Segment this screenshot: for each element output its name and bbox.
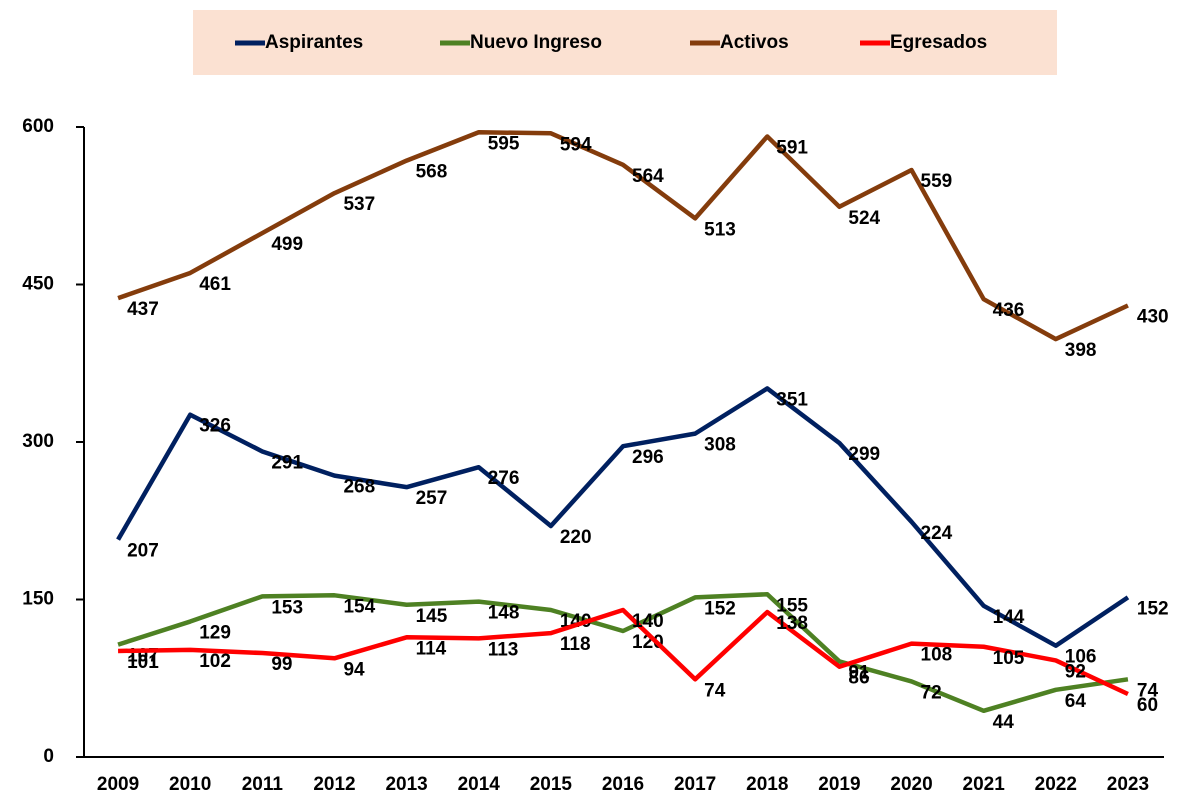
y-tick-label: 600 [22, 116, 54, 137]
data-label: 537 [343, 194, 375, 215]
legend-label: Nuevo Ingreso [470, 32, 602, 53]
data-label: 513 [704, 219, 736, 240]
data-label: 44 [993, 712, 1015, 733]
data-label: 268 [343, 477, 375, 498]
x-tick-label: 2023 [1107, 774, 1149, 795]
data-label: 308 [704, 435, 736, 456]
data-label: 398 [1065, 340, 1097, 361]
x-tick-label: 2012 [313, 774, 355, 795]
data-label: 326 [199, 416, 231, 437]
x-tick-label: 2016 [602, 774, 644, 795]
data-label: 299 [848, 444, 880, 465]
series-line [117, 592, 1129, 714]
data-label: 594 [560, 134, 592, 155]
data-label: 92 [1065, 661, 1086, 682]
data-label: 152 [704, 598, 736, 619]
data-label: 108 [921, 645, 953, 666]
x-tick-label: 2009 [97, 774, 139, 795]
x-tick-label: 2011 [242, 774, 284, 795]
data-label: 591 [776, 137, 808, 158]
data-label: 568 [416, 162, 448, 183]
data-label: 144 [993, 607, 1025, 628]
data-label: 224 [921, 523, 953, 544]
legend-label: Aspirantes [265, 32, 363, 53]
data-label: 120 [632, 632, 664, 653]
data-label: 207 [127, 541, 159, 562]
data-label: 91 [848, 662, 870, 683]
data-label: 138 [776, 613, 808, 634]
data-label: 113 [488, 639, 519, 660]
data-label: 436 [993, 300, 1025, 321]
x-tick-label: 2022 [1035, 774, 1077, 795]
x-tick-label: 2014 [458, 774, 501, 795]
data-label: 102 [199, 651, 231, 672]
data-label: 220 [560, 527, 592, 548]
data-label: 74 [704, 680, 726, 701]
y-tick-label: 0 [43, 746, 54, 767]
data-label: 148 [488, 603, 520, 624]
data-label: 129 [199, 623, 231, 644]
legend-label: Activos [720, 32, 789, 53]
data-label: 276 [488, 468, 520, 489]
x-tick-label: 2010 [169, 774, 211, 795]
data-label: 291 [271, 452, 303, 473]
data-label: 99 [271, 654, 292, 675]
data-label: 559 [921, 171, 953, 192]
data-label: 94 [343, 659, 365, 680]
x-tick-label: 2015 [530, 774, 573, 795]
y-tick-label: 300 [22, 431, 54, 452]
data-label: 437 [127, 299, 159, 320]
data-label: 153 [271, 597, 303, 618]
x-tick-label: 2017 [674, 774, 716, 795]
x-tick-label: 2018 [746, 774, 788, 795]
data-label: 64 [1065, 691, 1087, 712]
data-label: 114 [416, 638, 447, 659]
data-label: 155 [776, 595, 808, 616]
data-label: 152 [1137, 598, 1169, 619]
legend-label: Egresados [890, 32, 987, 53]
data-label: 430 [1137, 307, 1169, 328]
data-label: 140 [632, 611, 664, 632]
data-label: 72 [921, 682, 942, 703]
data-label: 86 [848, 668, 869, 689]
legend-box [193, 10, 1057, 75]
data-label: 105 [993, 648, 1025, 669]
data-label: 595 [488, 133, 520, 154]
data-label: 564 [632, 166, 664, 187]
data-label: 461 [199, 274, 231, 295]
x-tick-label: 2021 [963, 774, 1006, 795]
series-line [117, 130, 1129, 342]
data-label: 106 [1065, 647, 1097, 668]
data-label: 524 [848, 208, 880, 229]
series-line [116, 386, 1130, 648]
y-tick-label: 450 [22, 274, 54, 295]
data-label: 154 [343, 596, 375, 617]
x-tick-label: 2020 [890, 774, 932, 795]
series-line [118, 607, 1129, 697]
data-label: 351 [776, 389, 808, 410]
x-tick-label: 2013 [385, 774, 427, 795]
data-label: 296 [632, 447, 664, 468]
x-tick-label: 2019 [818, 774, 860, 795]
data-label: 145 [416, 606, 448, 627]
data-label: 74 [1137, 680, 1159, 701]
data-label: 101 [127, 652, 159, 673]
data-label: 499 [271, 234, 303, 255]
y-tick-label: 150 [22, 589, 54, 610]
data-label: 60 [1137, 695, 1158, 716]
data-label: 257 [416, 488, 448, 509]
data-label: 118 [560, 634, 591, 655]
